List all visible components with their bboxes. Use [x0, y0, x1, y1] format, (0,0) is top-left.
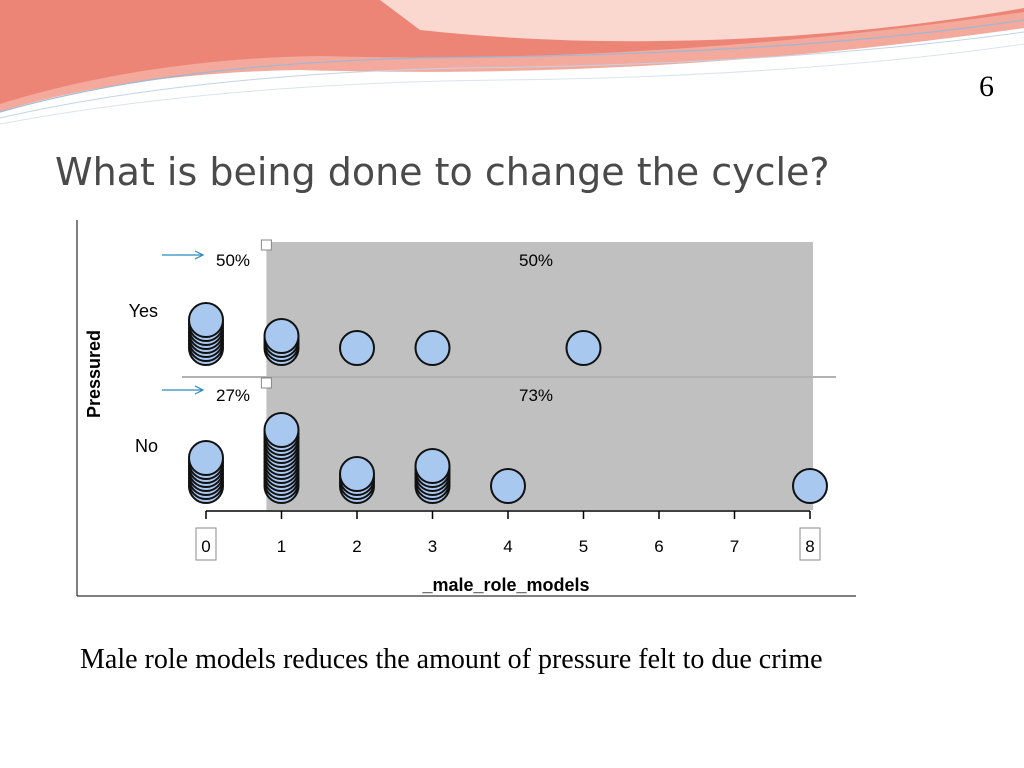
data-point: [490, 468, 526, 504]
right-percent-label: 50%: [519, 251, 553, 270]
arrow-head-icon: [194, 250, 205, 260]
x-tick-label: 6: [654, 537, 663, 556]
slide-caption: Male role models reduces the amount of p…: [80, 644, 823, 675]
slide-title: What is being done to change the cycle?: [55, 150, 830, 194]
data-point: [263, 318, 300, 354]
data-point: [565, 330, 602, 366]
data-point: [188, 302, 224, 338]
x-tick-label: 1: [277, 537, 286, 556]
data-point: [414, 330, 451, 366]
x-tick-label: 7: [730, 537, 739, 556]
y-axis-title: Pressured: [84, 330, 104, 418]
left-percent-label: 27%: [216, 386, 250, 405]
data-point: [792, 468, 828, 504]
x-tick-label: 4: [503, 537, 512, 556]
split-handle-bottom: [260, 377, 272, 389]
x-tick-highlight: [799, 527, 821, 561]
right-percent-label: 73%: [519, 386, 553, 405]
x-tick-label: 8: [805, 537, 814, 556]
slide-header-decoration: [0, 0, 1024, 125]
arrow-head-icon: [194, 385, 205, 395]
x-axis-title: _male_role_models: [421, 575, 589, 595]
left-percent-label: 50%: [216, 251, 250, 270]
x-tick-highlight: [195, 527, 217, 561]
data-point: [188, 440, 224, 476]
data-point: [263, 412, 300, 448]
x-tick-label: 0: [201, 537, 210, 556]
split-handle-top: [260, 239, 272, 251]
data-point: [414, 448, 451, 484]
data-point: [339, 330, 375, 366]
y-category-label: Yes: [129, 301, 158, 321]
x-tick-label: 5: [579, 537, 588, 556]
data-point: [339, 456, 375, 492]
slide-number: 6: [979, 70, 994, 103]
x-tick-label: 3: [428, 537, 437, 556]
y-category-label: No: [135, 436, 158, 456]
x-tick-label: 2: [352, 537, 361, 556]
